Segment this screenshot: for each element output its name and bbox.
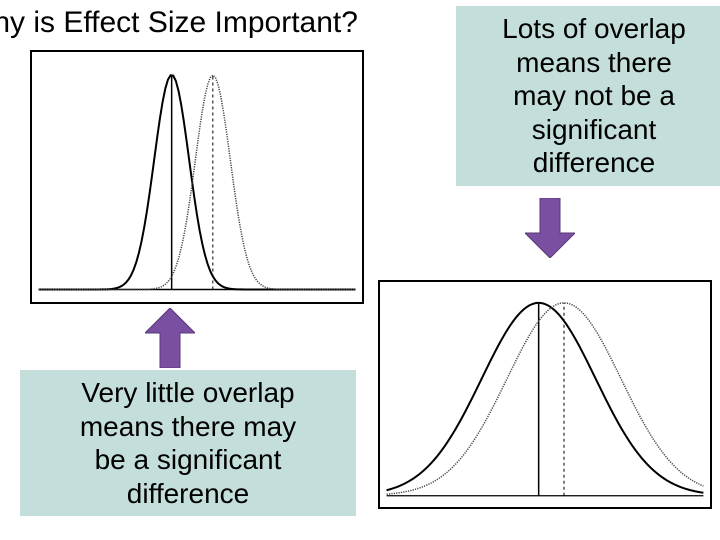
callout-line: means there [464,46,720,80]
chart-lots-overlap [378,280,712,509]
chart-svg [380,282,710,507]
arrow-svg [145,308,195,368]
callout-line: may not be a [464,79,720,113]
page-title: Why is Effect Size Important? [0,6,358,40]
callout-overlap-lots: Lots of overlap means there may not be a… [456,6,720,186]
callout-line: significant [464,113,720,147]
callout-overlap-little: Very little overlap means there may be a… [20,370,356,516]
arrow-down-icon [525,198,575,258]
arrow-svg [525,198,575,258]
callout-line: means there may [28,410,348,444]
callout-line: be a significant [28,443,348,477]
chart-little-overlap [30,50,364,304]
chart-svg [32,52,362,302]
callout-line: difference [464,146,720,180]
callout-line: Lots of overlap [464,12,720,46]
callout-line: difference [28,477,348,511]
callout-line: Very little overlap [28,376,348,410]
arrow-up-icon [145,308,195,368]
